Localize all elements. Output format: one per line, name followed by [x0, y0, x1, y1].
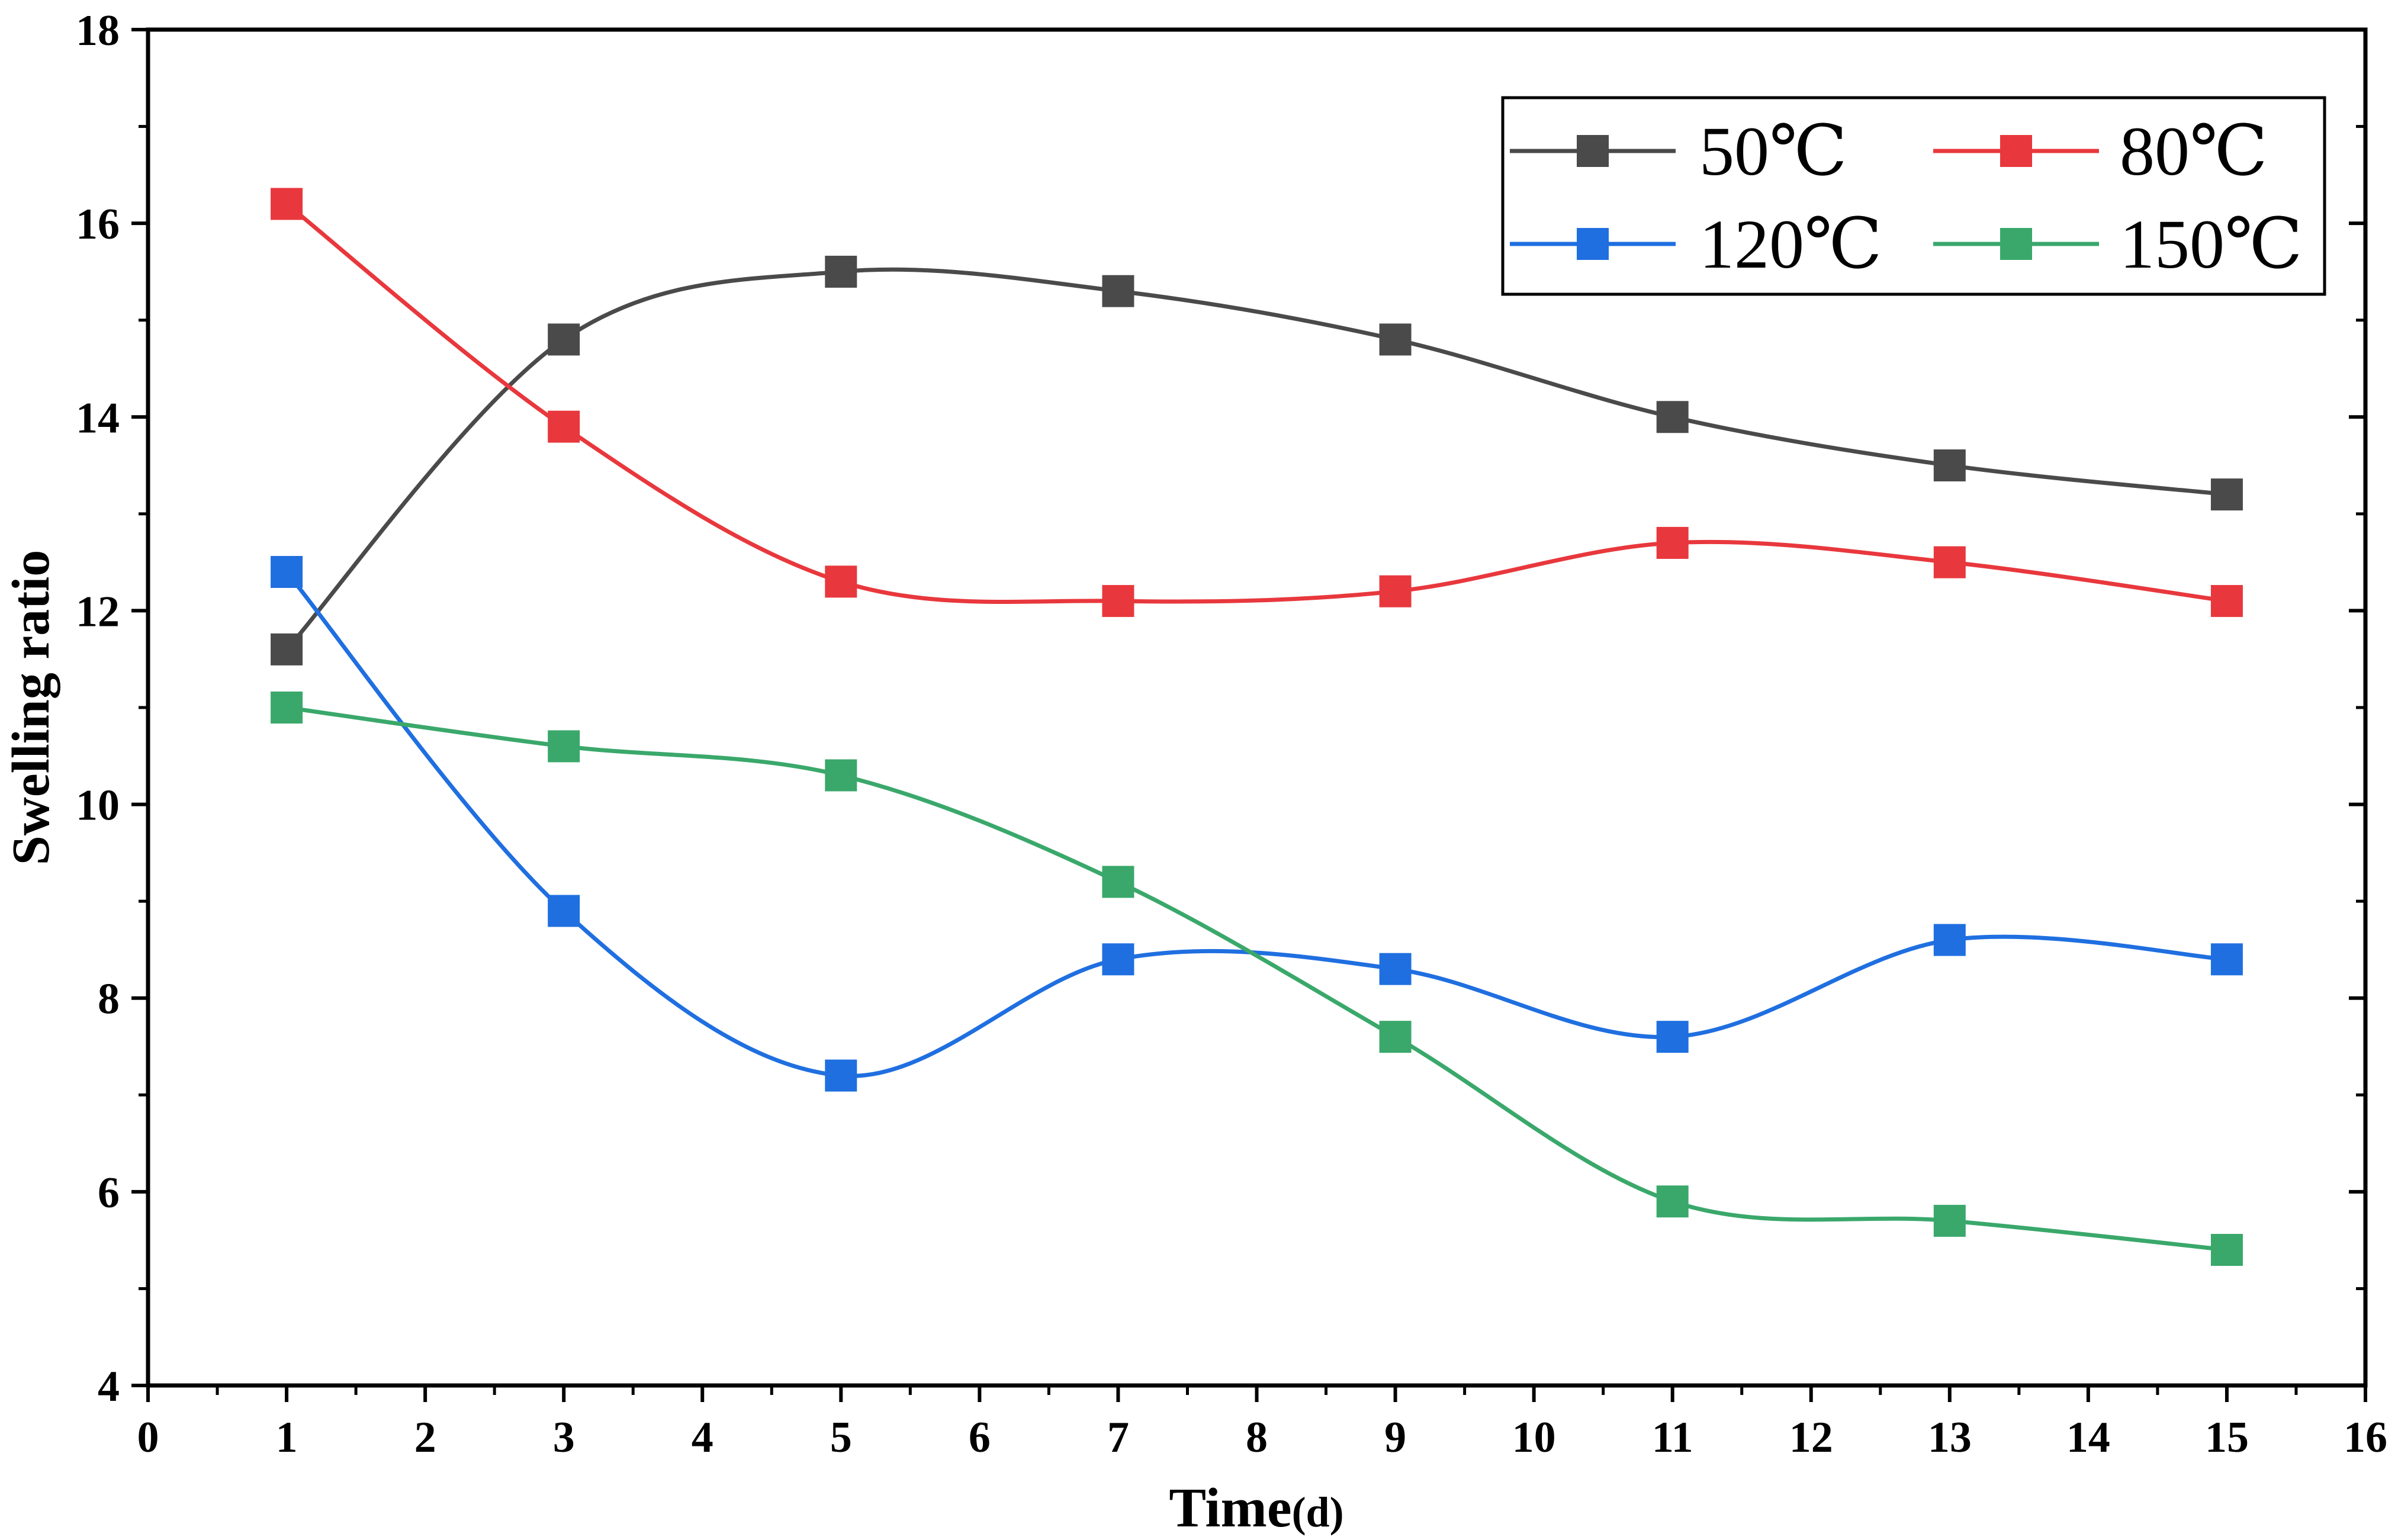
- series-0-marker-7: [2210, 478, 2243, 511]
- series-3-line: [286, 705, 2227, 1252]
- series-1-marker-3: [1102, 585, 1134, 618]
- series-2-marker-7: [2210, 943, 2243, 976]
- series-0-marker-0: [271, 633, 303, 665]
- series-2-line: [285, 570, 2227, 1078]
- legend-marker-3: [2000, 228, 2032, 260]
- series-1-marker-1: [548, 410, 580, 443]
- series-2-marker-4: [1379, 953, 1412, 985]
- series-2-marker-3: [1102, 943, 1134, 976]
- legend-marker-2: [1577, 228, 1609, 260]
- series-3-marker-0: [271, 692, 303, 724]
- legend-box: [1501, 96, 2326, 296]
- x-tick-label-5: 5: [830, 1413, 852, 1462]
- series-layer: [271, 188, 2243, 1266]
- series-0-marker-1: [548, 323, 580, 356]
- y-tick-label-16: 16: [76, 200, 120, 249]
- series-0-marker-5: [1656, 401, 1689, 433]
- series-3-marker-7: [2210, 1234, 2243, 1266]
- x-tick-label-8: 8: [1246, 1413, 1268, 1462]
- x-tick-label-14: 14: [2066, 1413, 2110, 1462]
- x-tick-label-11: 11: [1652, 1413, 1693, 1462]
- series-2-marker-0: [271, 556, 303, 588]
- x-tick-label-7: 7: [1107, 1413, 1129, 1462]
- x-tick-label-4: 4: [692, 1413, 713, 1462]
- x-tick-label-10: 10: [1512, 1413, 1556, 1462]
- x-tick-label-2: 2: [414, 1413, 436, 1462]
- series-0-marker-2: [825, 255, 857, 288]
- series-3-marker-5: [1656, 1185, 1689, 1218]
- legend: 50℃ 80℃ 120℃ 150℃: [1501, 96, 2326, 296]
- legend-label-2: 120℃: [1699, 205, 1882, 283]
- series-0-marker-6: [1933, 449, 1966, 482]
- y-tick-label-4: 4: [98, 1362, 120, 1411]
- y-tick-label-18: 18: [76, 7, 120, 55]
- y-tick-label-12: 12: [76, 587, 120, 636]
- y-tick-label-8: 8: [98, 975, 120, 1024]
- legend-label-0: 50℃: [1699, 112, 1847, 190]
- x-tick-label-15: 15: [2205, 1413, 2249, 1462]
- series-3-marker-3: [1102, 866, 1134, 898]
- y-tick-label-10: 10: [76, 782, 120, 830]
- legend-label-3: 150℃: [2120, 205, 2303, 283]
- legend-marker-0: [1577, 135, 1609, 167]
- series-1-marker-6: [1933, 546, 1966, 578]
- series-0-marker-4: [1379, 323, 1412, 356]
- x-axis-title: Time(d): [1169, 1477, 1343, 1539]
- y-tick-label-14: 14: [76, 394, 120, 442]
- series-1-marker-2: [825, 565, 857, 598]
- y-axis-title: Swelling ratio: [2, 550, 60, 866]
- series-1-marker-7: [2210, 585, 2243, 618]
- series-1-marker-4: [1379, 575, 1412, 607]
- x-axis-title-main: Time: [1169, 1477, 1291, 1539]
- x-tick-label-9: 9: [1384, 1413, 1406, 1462]
- x-axis-title-unit: (d): [1292, 1488, 1344, 1536]
- series-2-marker-2: [825, 1059, 857, 1092]
- series-3-marker-1: [548, 730, 580, 763]
- series-1-marker-5: [1656, 526, 1689, 559]
- x-tick-label-12: 12: [1789, 1413, 1833, 1462]
- x-tick-label-0: 0: [137, 1413, 159, 1462]
- legend-label-1: 80℃: [2120, 112, 2268, 190]
- x-tick-label-16: 16: [2344, 1413, 2387, 1462]
- series-3-marker-4: [1379, 1021, 1412, 1053]
- legend-marker-1: [2000, 135, 2032, 167]
- series-3-marker-6: [1933, 1204, 1966, 1237]
- series-2-marker-5: [1656, 1021, 1689, 1053]
- series-0-marker-3: [1102, 275, 1134, 307]
- x-tick-label-3: 3: [553, 1413, 575, 1462]
- x-tick-label-1: 1: [276, 1413, 298, 1462]
- series-2-marker-1: [548, 895, 580, 927]
- series-2-marker-6: [1933, 924, 1966, 956]
- y-tick-label-6: 6: [98, 1169, 120, 1217]
- x-tick-label-6: 6: [969, 1413, 991, 1462]
- series-3-marker-2: [825, 759, 857, 792]
- x-tick-label-13: 13: [1928, 1413, 1972, 1462]
- series-1-marker-0: [271, 188, 303, 220]
